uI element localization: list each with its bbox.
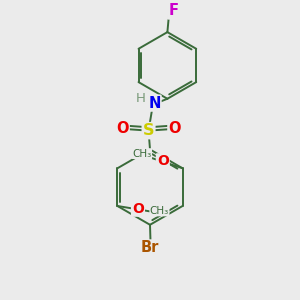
Text: N: N [148, 96, 160, 111]
Text: O: O [132, 202, 144, 216]
Text: O: O [157, 154, 169, 168]
Text: H: H [136, 92, 146, 105]
Text: F: F [168, 4, 178, 19]
Text: S: S [143, 123, 154, 138]
Text: Br: Br [141, 241, 159, 256]
Text: CH₃: CH₃ [132, 148, 152, 159]
Text: CH₃: CH₃ [150, 206, 169, 216]
Text: O: O [116, 121, 129, 136]
Text: O: O [168, 121, 181, 136]
